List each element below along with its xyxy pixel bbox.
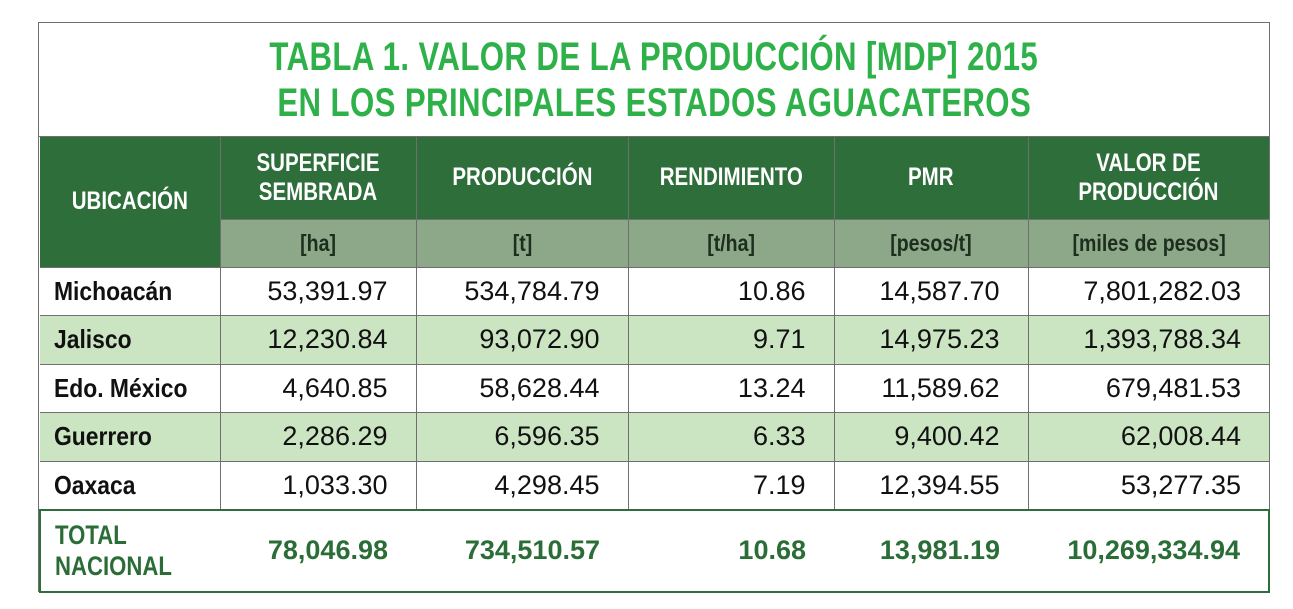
cell-ubicacion: Jalisco xyxy=(40,315,221,365)
cell-superficie: 53,391.97 xyxy=(220,267,417,316)
cell-pmr: 11,589.62 xyxy=(834,364,1029,413)
cell-superficie: 12,230.84 xyxy=(220,315,417,365)
unit-superficie: [ha] xyxy=(220,219,417,268)
cell-ubicacion: Michoacán xyxy=(40,267,221,316)
cell-produccion: 58,628.44 xyxy=(416,364,629,413)
production-table: UBICACIÓN SUPERFICIE SEMBRADA PRODUCCIÓN … xyxy=(39,137,1270,593)
cell-pmr: 14,587.70 xyxy=(834,267,1029,316)
cell-valor: 679,481.53 xyxy=(1028,364,1269,413)
table-row: Michoacán 53,391.97 534,784.79 10.86 14,… xyxy=(40,267,1269,316)
cell-produccion: 4,298.45 xyxy=(416,461,629,510)
cell-rendimiento: 7.19 xyxy=(628,461,835,510)
header-valor: VALOR DE PRODUCCIÓN xyxy=(1028,137,1269,220)
cell-ubicacion: Oaxaca xyxy=(40,461,221,510)
table-frame: TABLA 1. VALOR DE LA PRODUCCIÓN [MDP] 20… xyxy=(38,22,1270,593)
table-title: TABLA 1. VALOR DE LA PRODUCCIÓN [MDP] 20… xyxy=(39,23,1269,137)
cell-pmr: 9,400.42 xyxy=(834,412,1029,462)
table-row: Jalisco 12,230.84 93,072.90 9.71 14,975.… xyxy=(40,315,1269,365)
cell-rendimiento: 9.71 xyxy=(628,315,835,365)
cell-valor: 53,277.35 xyxy=(1028,461,1269,510)
cell-ubicacion: Guerrero xyxy=(40,412,221,462)
total-produccion: 734,510.57 xyxy=(416,508,628,593)
unit-rendimiento: [t/ha] xyxy=(628,219,835,268)
table-row: Edo. México 4,640.85 58,628.44 13.24 11,… xyxy=(40,364,1269,413)
total-superficie: 78,046.98 xyxy=(220,508,416,593)
cell-superficie: 2,286.29 xyxy=(220,412,417,462)
total-valor: 10,269,334.94 xyxy=(1028,508,1270,593)
unit-pmr: [pesos/t] xyxy=(834,219,1029,268)
units-row: [ha] [t] [t/ha] [pesos/t] [miles de peso… xyxy=(40,219,1269,268)
cell-valor: 7,801,282.03 xyxy=(1028,267,1269,316)
unit-valor: [miles de pesos] xyxy=(1028,219,1269,268)
total-row: TOTAL NACIONAL 78,046.98 734,510.57 10.68… xyxy=(39,508,1270,593)
title-line-1: TABLA 1. VALOR DE LA PRODUCCIÓN [MDP] 20… xyxy=(269,34,1039,79)
cell-rendimiento: 10.86 xyxy=(628,267,835,316)
table-row: Guerrero 2,286.29 6,596.35 6.33 9,400.42… xyxy=(40,412,1269,462)
cell-superficie: 1,033.30 xyxy=(220,461,417,510)
title-line-2: EN LOS PRINCIPALES ESTADOS AGUACATEROS xyxy=(277,80,1031,125)
header-ubicacion: UBICACIÓN xyxy=(40,137,221,268)
cell-ubicacion: Edo. México xyxy=(40,364,221,413)
cell-pmr: 14,975.23 xyxy=(834,315,1029,365)
total-pmr: 13,981.19 xyxy=(834,508,1028,593)
total-rendimiento: 10.68 xyxy=(628,508,834,593)
total-label: TOTAL NACIONAL xyxy=(39,508,220,593)
cell-valor: 62,008.44 xyxy=(1028,412,1269,462)
table-row: Oaxaca 1,033.30 4,298.45 7.19 12,394.55 … xyxy=(40,461,1269,510)
cell-valor: 1,393,788.34 xyxy=(1028,315,1269,365)
cell-produccion: 534,784.79 xyxy=(416,267,629,316)
cell-produccion: 6,596.35 xyxy=(416,412,629,462)
cell-rendimiento: 6.33 xyxy=(628,412,835,462)
header-superficie: SUPERFICIE SEMBRADA xyxy=(220,137,417,220)
cell-pmr: 12,394.55 xyxy=(834,461,1029,510)
header-produccion: PRODUCCIÓN xyxy=(416,137,629,220)
header-rendimiento: RENDIMIENTO xyxy=(628,137,835,220)
cell-produccion: 93,072.90 xyxy=(416,315,629,365)
unit-produccion: [t] xyxy=(416,219,629,268)
header-row: UBICACIÓN SUPERFICIE SEMBRADA PRODUCCIÓN … xyxy=(40,137,1269,268)
cell-superficie: 4,640.85 xyxy=(220,364,417,413)
header-pmr: PMR xyxy=(834,137,1029,220)
cell-rendimiento: 13.24 xyxy=(628,364,835,413)
